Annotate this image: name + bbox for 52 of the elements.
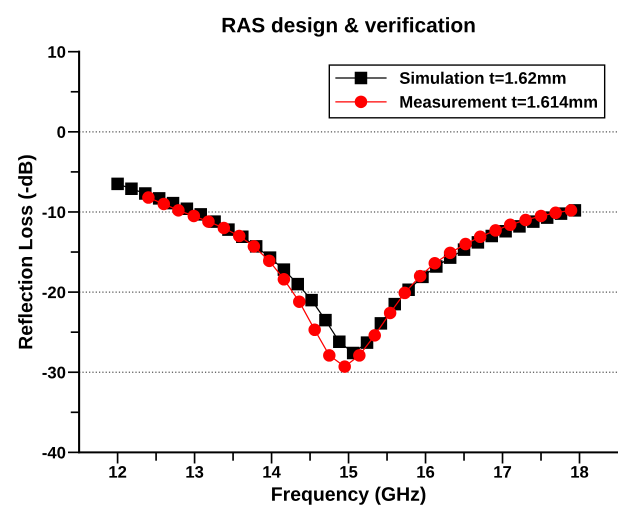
point xyxy=(125,182,138,195)
point xyxy=(398,286,411,300)
point xyxy=(519,214,532,226)
legend-label: Simulation t=1.62mm xyxy=(400,72,566,84)
x-tick-label: 15 xyxy=(340,466,358,478)
x-tick-label: 17 xyxy=(494,466,512,478)
point xyxy=(263,254,276,268)
point xyxy=(142,191,155,204)
x-tick-label: 12 xyxy=(109,466,126,478)
point xyxy=(202,215,215,228)
point xyxy=(474,230,486,244)
x-axis-title: Frequency (GHz) xyxy=(272,486,426,505)
y-tick-label: -10 xyxy=(42,206,66,218)
point xyxy=(291,278,304,290)
y-tick-label: 0 xyxy=(57,126,66,138)
point xyxy=(319,314,332,326)
point xyxy=(323,349,336,362)
point xyxy=(564,204,578,217)
point xyxy=(534,210,548,222)
point xyxy=(459,238,472,250)
point xyxy=(172,204,185,217)
y-tick-label: -30 xyxy=(42,366,66,378)
point xyxy=(158,198,170,210)
x-tick-label: 16 xyxy=(417,466,434,478)
point xyxy=(232,230,246,242)
y-axis-title: Reflection Loss (-dB) xyxy=(18,155,36,348)
point xyxy=(188,210,200,222)
x-tick-label: 14 xyxy=(263,466,281,478)
point xyxy=(444,246,456,260)
point xyxy=(489,224,502,237)
y-tick-label: -40 xyxy=(42,446,66,459)
point xyxy=(353,349,366,362)
y-tick-label: 10 xyxy=(48,46,66,58)
x-tick-label: 18 xyxy=(571,466,588,478)
point xyxy=(384,306,396,320)
point xyxy=(305,294,318,306)
point xyxy=(338,360,351,373)
point xyxy=(111,178,124,190)
x-tick-label: 13 xyxy=(186,466,204,478)
point xyxy=(278,273,290,286)
point xyxy=(549,206,562,220)
point xyxy=(368,329,381,342)
point xyxy=(333,336,346,348)
y-tick-label: -20 xyxy=(42,286,66,298)
chart-title: RAS design & verification xyxy=(222,17,475,37)
point xyxy=(414,270,426,282)
point xyxy=(218,222,230,234)
point xyxy=(428,257,442,270)
point xyxy=(308,324,321,336)
legend-label: Measurement t=1.614mm xyxy=(400,96,597,108)
point xyxy=(504,218,516,232)
point xyxy=(293,295,306,308)
